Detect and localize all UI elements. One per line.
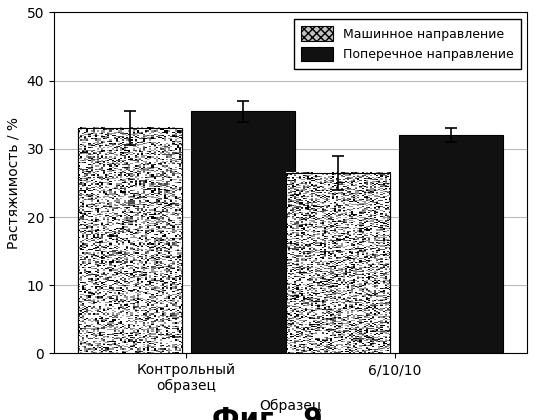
- X-axis label: Образец: Образец: [260, 399, 321, 413]
- Bar: [191, 111, 295, 353]
- Bar: [286, 173, 390, 353]
- Bar: [77, 129, 182, 353]
- Bar: [77, 129, 182, 353]
- Y-axis label: Растяжимость / %: Растяжимость / %: [7, 117, 21, 249]
- Bar: [286, 173, 390, 353]
- Text: Фиг.  9: Фиг. 9: [211, 407, 323, 420]
- Bar: [399, 135, 504, 353]
- Legend: Машинное направление, Поперечное направление: Машинное направление, Поперечное направл…: [294, 19, 521, 69]
